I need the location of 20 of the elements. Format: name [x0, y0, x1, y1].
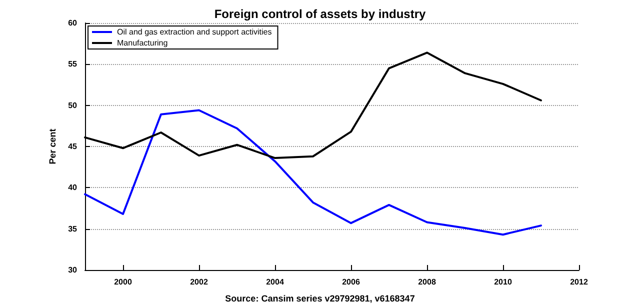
- x-tick-label: 2004: [266, 278, 284, 286]
- legend-label: Oil and gas extraction and support activities: [117, 28, 272, 36]
- y-tick-label: 55: [68, 60, 78, 69]
- x-tick-label: 2008: [418, 278, 436, 286]
- x-tick-label: 2012: [570, 278, 588, 286]
- x-tick-label: 2006: [342, 278, 360, 286]
- line-series: [84, 109, 542, 236]
- chart-title: Foreign control of assets by industry: [214, 7, 426, 21]
- x-tick-label: 2010: [494, 278, 512, 286]
- y-tick-label: 30: [68, 266, 78, 274]
- y-axis-title: Per cent: [48, 128, 58, 164]
- x-tick-label: 2002: [190, 278, 208, 286]
- legend-label: Manufacturing: [117, 38, 168, 48]
- y-tick-label: 60: [68, 18, 78, 28]
- y-tick-label: 40: [68, 183, 78, 192]
- x-tick-label: 2000: [114, 278, 132, 286]
- y-tick-label: 35: [68, 224, 78, 234]
- y-tick-label: 50: [68, 100, 78, 110]
- source-note: Source: Cansim series v29792981, v6168347: [225, 294, 415, 304]
- y-tick-label: 45: [68, 142, 78, 151]
